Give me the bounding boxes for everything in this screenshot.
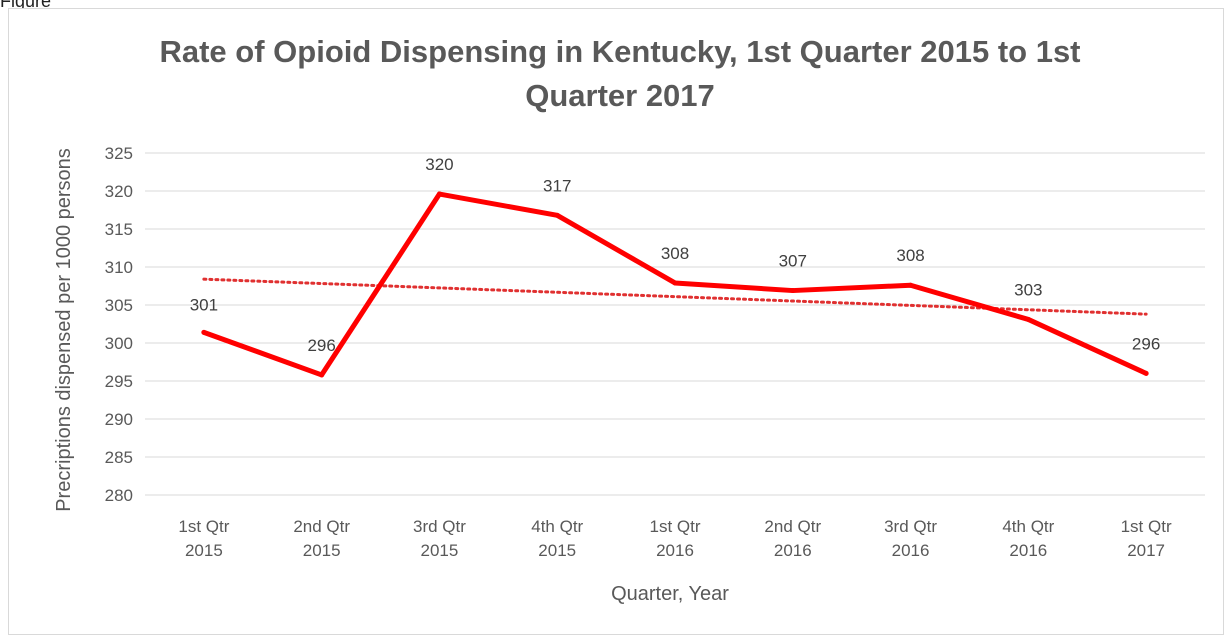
x-tick-label: 2nd Qtr 2015 [293, 517, 350, 560]
data-label: 317 [543, 176, 571, 195]
data-point [1025, 316, 1031, 322]
chart-title: Rate of Opioid Dispensing in Kentucky, 1… [159, 34, 1081, 113]
y-tick-label: 305 [105, 296, 133, 315]
data-point [672, 280, 678, 286]
y-tick-label: 300 [105, 334, 133, 353]
y-tick-label: 285 [105, 448, 133, 467]
data-point [790, 288, 796, 294]
data-labels: 301 296 320 317 308 307 308 303 296 [190, 155, 1161, 355]
data-point [436, 191, 442, 197]
y-tick-label: 290 [105, 410, 133, 429]
y-tick-label: 315 [105, 220, 133, 239]
data-label: 303 [1014, 280, 1042, 299]
data-label: 301 [190, 295, 218, 314]
y-axis-title: Precriptions dispensed per 1000 persons [53, 148, 75, 512]
x-tick-label: 1st Qtr 2015 [178, 517, 229, 560]
data-point [908, 282, 914, 288]
data-label: 307 [779, 252, 807, 271]
data-label: 320 [425, 155, 453, 174]
y-tick-label: 320 [105, 182, 133, 201]
series-group [201, 191, 1149, 378]
x-axis-ticks: 1st Qtr 2015 2nd Qtr 2015 3rd Qtr 2015 4th Qtr… [178, 517, 1172, 560]
x-tick-label: 4th Qtr 2015 [531, 517, 583, 560]
chart-area [8, 8, 1224, 635]
y-tick-label: 295 [105, 372, 133, 391]
x-tick-label: 2nd Qtr 2016 [764, 517, 821, 560]
x-tick-label: 3rd Qtr 2016 [884, 517, 937, 560]
data-point [319, 372, 325, 378]
y-tick-label: 310 [105, 258, 133, 277]
data-point [1143, 370, 1149, 376]
x-axis-title: Quarter, Year [611, 583, 729, 605]
data-label: 308 [661, 244, 689, 263]
data-label: 308 [896, 246, 924, 265]
y-axis-ticks: 280 285 290 295 300 305 310 315 320 325 [105, 144, 133, 505]
y-tick-label: 325 [105, 144, 133, 163]
data-label: 296 [307, 336, 335, 355]
data-point [554, 212, 560, 218]
y-tick-label: 280 [105, 486, 133, 505]
gridlines [145, 152, 1205, 496]
partial-figure-label: Figure [0, 0, 52, 11]
data-point [201, 329, 207, 335]
x-tick-label: 3rd Qtr 2015 [413, 517, 466, 560]
data-label: 296 [1132, 334, 1160, 353]
x-tick-label: 1st Qtr 2016 [649, 517, 700, 560]
x-tick-label: 4th Qtr 2016 [1002, 517, 1054, 560]
x-tick-label: 1st Qtr 2017 [1121, 517, 1172, 560]
